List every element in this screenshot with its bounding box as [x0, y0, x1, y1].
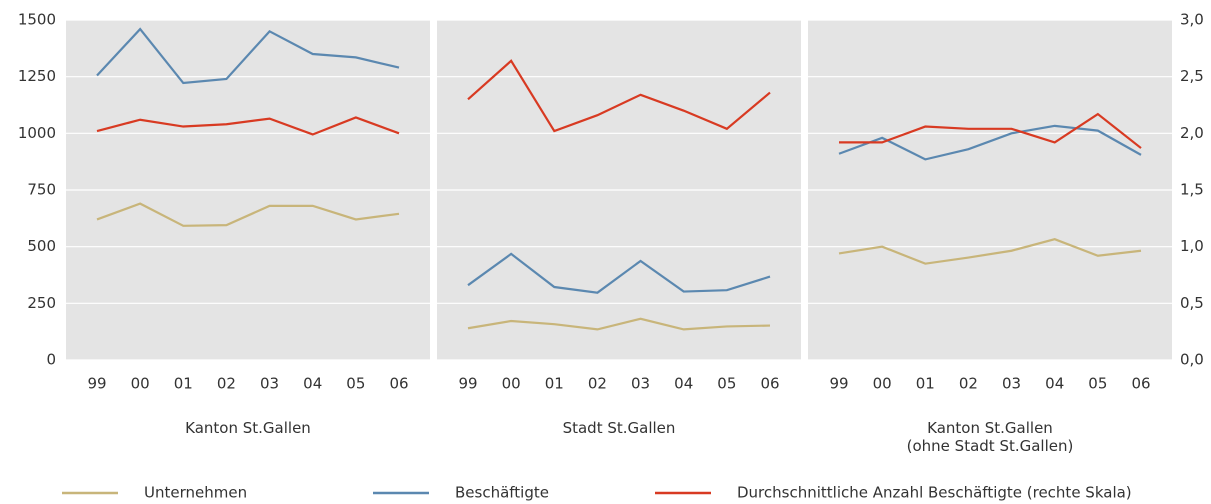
y2-tick-label: 2,5 — [1180, 67, 1204, 85]
x-tick-label: 05 — [1088, 375, 1107, 393]
x-tick-label: 05 — [346, 375, 365, 393]
line-series — [467, 317, 771, 331]
x-tick-label: 06 — [389, 375, 408, 393]
panel-label: Kanton St.Gallen — [185, 419, 311, 437]
x-tick-label: 03 — [260, 375, 279, 393]
line-series — [467, 59, 771, 133]
y-tick-label: 750 — [27, 181, 56, 199]
line-series — [96, 202, 400, 227]
panel-label: Stadt St.Gallen — [562, 419, 676, 437]
x-tick-label: 00 — [873, 375, 892, 393]
x-tick-label: 99 — [87, 375, 106, 393]
x-tick-label: 02 — [217, 375, 236, 393]
x-tick-label: 06 — [760, 375, 779, 393]
x-tick-label: 03 — [1002, 375, 1021, 393]
y2-tick-label: 0,5 — [1180, 294, 1204, 312]
x-tick-label: 04 — [1045, 375, 1064, 393]
line-series — [96, 116, 400, 136]
y-tick-label: 1500 — [18, 11, 56, 29]
legend-label: Durchschnittliche Anzahl Beschäftigte (r… — [737, 484, 1132, 502]
y-tick-label: 250 — [27, 294, 56, 312]
line-series — [839, 112, 1142, 149]
line-series — [838, 124, 1142, 161]
y2-tick-label: 2,0 — [1180, 124, 1204, 142]
y2-tick-label: 3,0 — [1180, 11, 1204, 29]
panel-label: Kanton St.Gallen (ohne Stadt St.Gallen) — [906, 419, 1074, 455]
x-tick-label: 04 — [303, 375, 322, 393]
y-tick-label: 500 — [27, 237, 56, 255]
x-tick-label: 02 — [588, 375, 607, 393]
line-series — [467, 252, 771, 294]
x-tick-label: 02 — [959, 375, 978, 393]
legend-label: Unternehmen — [144, 484, 247, 502]
legend-label: Beschäftigte — [455, 484, 549, 502]
x-tick-label: 01 — [174, 375, 193, 393]
x-tick-label: 00 — [502, 375, 521, 393]
x-tick-label: 99 — [458, 375, 477, 393]
x-tick-label: 01 — [545, 375, 564, 393]
x-tick-label: 04 — [674, 375, 693, 393]
x-tick-label: 00 — [131, 375, 150, 393]
x-tick-label: 05 — [717, 375, 736, 393]
y2-tick-label: 1,0 — [1180, 237, 1204, 255]
x-tick-label: 03 — [631, 375, 650, 393]
line-series — [838, 238, 1142, 265]
y-tick-label: 1000 — [18, 124, 56, 142]
line-series — [96, 27, 400, 85]
x-tick-label: 99 — [829, 375, 848, 393]
y-tick-label: 1250 — [18, 67, 56, 85]
x-tick-label: 06 — [1131, 375, 1150, 393]
x-tick-label: 01 — [916, 375, 935, 393]
y-tick-label: 0 — [46, 351, 56, 369]
y2-tick-label: 0,0 — [1180, 351, 1204, 369]
y2-tick-label: 1,5 — [1180, 181, 1204, 199]
